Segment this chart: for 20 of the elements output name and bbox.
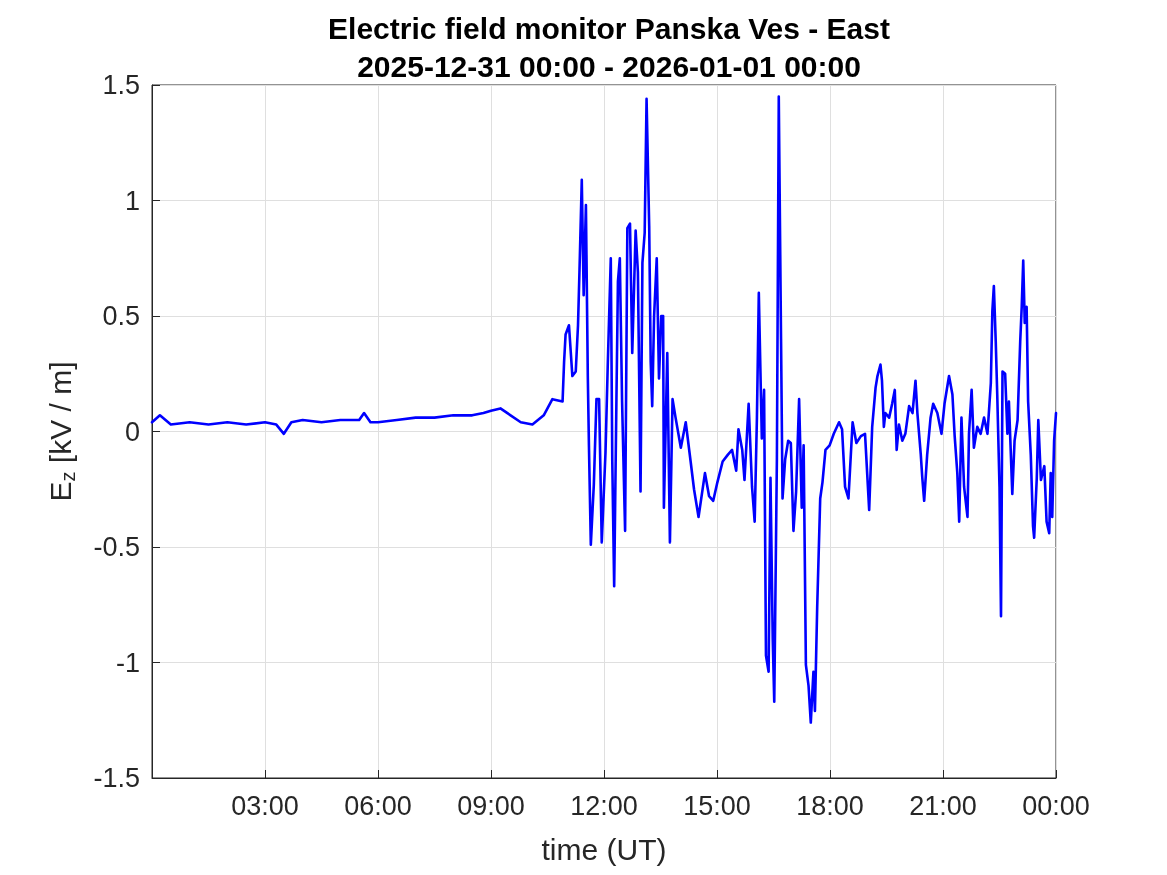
y-axis-title: Ez [kV / m]	[43, 361, 79, 502]
x-tick-label: 06:00	[344, 790, 412, 821]
y-tick-label: 0	[124, 416, 140, 447]
y-tick-label: 1	[124, 185, 140, 216]
line-series	[150, 95, 1058, 724]
y-tick-label: -1	[115, 647, 140, 678]
x-tick-label: 09:00	[457, 790, 525, 821]
x-tick-label: 15:00	[683, 790, 751, 821]
x-axis-title: time (UT)	[541, 832, 667, 866]
y-tick-label: 1.5	[102, 70, 140, 100]
chart-subtitle: 2025-12-31 00:00 - 2026-01-01 00:00	[357, 49, 861, 83]
y-tick-label: -1.5	[93, 763, 140, 793]
chart-title: Electric field monitor Panska Ves - East	[328, 11, 890, 45]
x-tick-label: 12:00	[570, 790, 638, 821]
x-tick-label: 00:00	[1022, 790, 1090, 821]
y-tick-label: -0.5	[93, 532, 140, 562]
x-tick-label: 18:00	[796, 790, 864, 821]
x-tick-label: 21:00	[909, 790, 977, 821]
y-tick-label: 0.5	[102, 301, 140, 331]
x-tick-label: 03:00	[231, 790, 299, 821]
